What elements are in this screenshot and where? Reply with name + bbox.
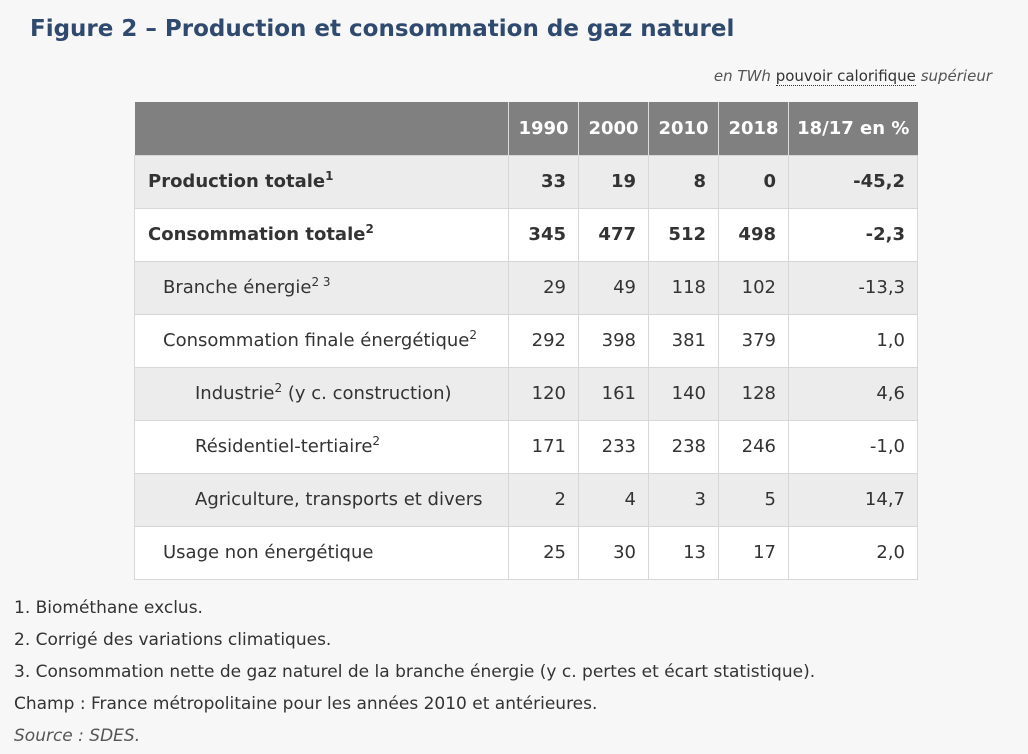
cell-value: 128 — [718, 366, 789, 421]
cell-value: 25 — [508, 525, 579, 580]
row-label: Agriculture, transports et divers — [134, 472, 509, 527]
cell-value: 19 — [578, 154, 649, 209]
cell-value: -2,3 — [788, 207, 918, 262]
cell-value: 292 — [508, 313, 579, 368]
row-label: Industrie2 (y c. construction) — [134, 366, 509, 421]
footnote-ref: 1 — [325, 169, 334, 183]
cell-value: 8 — [648, 154, 719, 209]
header-2000: 2000 — [578, 102, 649, 155]
cell-value: 2,0 — [788, 525, 918, 580]
cell-value: 498 — [718, 207, 789, 262]
row-label: Consommation totale2 — [134, 207, 509, 262]
cell-value: 3 — [648, 472, 719, 527]
cell-value: 0 — [718, 154, 789, 209]
footnote-ref: 2 — [365, 222, 374, 236]
cell-value: -1,0 — [788, 419, 918, 474]
cell-value: 233 — [578, 419, 649, 474]
table-row: Branche énergie2 3 29 49 118 102 -13,3 — [134, 260, 918, 315]
cell-value: 161 — [578, 366, 649, 421]
header-label — [134, 102, 509, 155]
table-row: Industrie2 (y c. construction) 120 161 1… — [134, 366, 918, 421]
header-1990: 1990 — [508, 102, 579, 155]
footnote-3: 3. Consommation nette de gaz naturel de … — [14, 662, 816, 682]
footnote-2: 2. Corrigé des variations climatiques. — [14, 630, 332, 650]
row-label: Usage non énergétique — [134, 525, 509, 580]
cell-value: 171 — [508, 419, 579, 474]
scope-note: Champ : France métropolitaine pour les a… — [14, 694, 598, 714]
cell-value: 13 — [648, 525, 719, 580]
row-label: Production totale1 — [134, 154, 509, 209]
cell-value: 2 — [508, 472, 579, 527]
cell-value: 120 — [508, 366, 579, 421]
unit-label: en TWh pouvoir calorifique supérieur — [713, 67, 992, 86]
footnote-ref: 2 — [372, 434, 381, 448]
unit-abbreviation-link[interactable]: pouvoir calorifique — [775, 67, 916, 86]
cell-value: -13,3 — [788, 260, 918, 315]
cell-value: 5 — [718, 472, 789, 527]
cell-value: 1,0 — [788, 313, 918, 368]
cell-value: 381 — [648, 313, 719, 368]
unit-prefix: en TWh — [713, 67, 771, 85]
source-note: Source : SDES. — [14, 726, 141, 746]
cell-value: 4,6 — [788, 366, 918, 421]
table-header-row: 1990 2000 2010 2018 18/17 en % — [134, 102, 918, 155]
table-row: Usage non énergétique 25 30 13 17 2,0 — [134, 525, 918, 580]
data-table: 1990 2000 2010 2018 18/17 en % Productio… — [134, 102, 918, 580]
row-label: Résidentiel-tertiaire2 — [134, 419, 509, 474]
unit-suffix: supérieur — [920, 67, 992, 85]
cell-value: 379 — [718, 313, 789, 368]
cell-value: 512 — [648, 207, 719, 262]
row-label: Branche énergie2 3 — [134, 260, 509, 315]
header-2018: 2018 — [718, 102, 789, 155]
footnote-1: 1. Biométhane exclus. — [14, 598, 203, 618]
cell-value: 246 — [718, 419, 789, 474]
cell-value: 345 — [508, 207, 579, 262]
footnotes: 1. Biométhane exclus. 2. Corrigé des var… — [14, 592, 815, 752]
cell-value: 33 — [508, 154, 579, 209]
table-row: Consommation finale énergétique2 292 398… — [134, 313, 918, 368]
row-label: Consommation finale énergétique2 — [134, 313, 509, 368]
footnote-ref: 2 — [274, 381, 283, 395]
cell-value: 140 — [648, 366, 719, 421]
cell-value: 477 — [578, 207, 649, 262]
cell-value: 30 — [578, 525, 649, 580]
cell-value: 29 — [508, 260, 579, 315]
cell-value: 398 — [578, 313, 649, 368]
footnote-ref: 2 — [469, 328, 478, 342]
cell-value: 17 — [718, 525, 789, 580]
header-variation: 18/17 en % — [788, 102, 918, 155]
header-2010: 2010 — [648, 102, 719, 155]
cell-value: 14,7 — [788, 472, 918, 527]
cell-value: 118 — [648, 260, 719, 315]
cell-value: 238 — [648, 419, 719, 474]
table-row: Agriculture, transports et divers 2 4 3 … — [134, 472, 918, 527]
table-row: Résidentiel-tertiaire2 171 233 238 246 -… — [134, 419, 918, 474]
figure-title: Figure 2 – Production et consommation de… — [30, 16, 735, 42]
footnote-ref: 2 3 — [311, 275, 331, 289]
table-row: Production totale1 33 19 8 0 -45,2 — [134, 154, 918, 209]
table-row: Consommation totale2 345 477 512 498 -2,… — [134, 207, 918, 262]
cell-value: 4 — [578, 472, 649, 527]
cell-value: -45,2 — [788, 154, 918, 209]
cell-value: 102 — [718, 260, 789, 315]
cell-value: 49 — [578, 260, 649, 315]
